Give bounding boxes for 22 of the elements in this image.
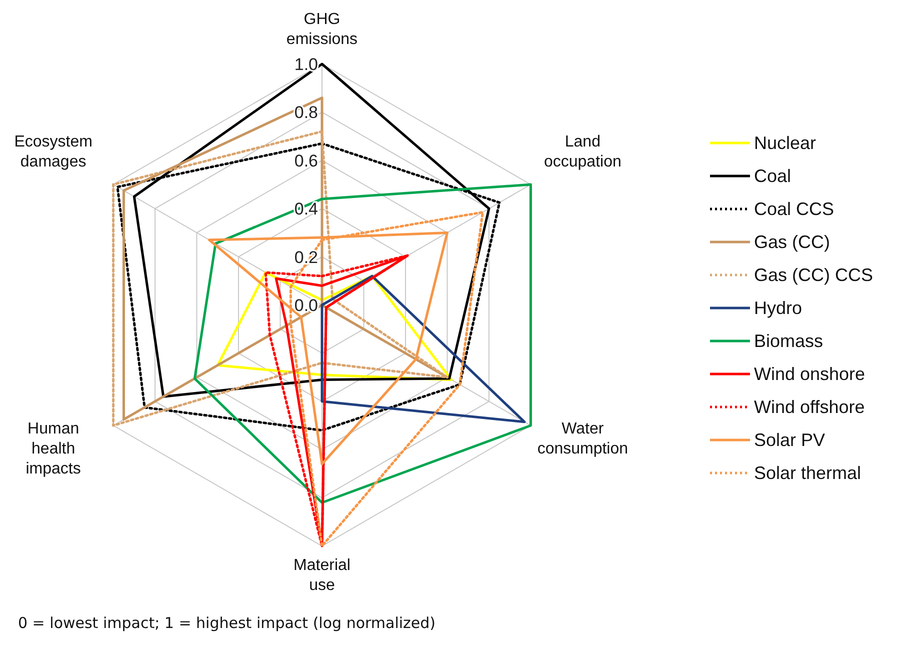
spoke-label: Human health impacts <box>26 420 81 478</box>
legend-label: Solar thermal <box>754 463 862 483</box>
legend-label: Biomass <box>754 331 824 351</box>
legend-label: Solar PV <box>754 430 826 450</box>
legend-label: Coal CCS <box>754 199 834 219</box>
legend-label: Gas (CC) <box>754 232 830 252</box>
spoke-label: Water consumption <box>537 420 628 458</box>
spoke-label: Land occupation <box>544 134 622 170</box>
legend-label: Wind onshore <box>754 364 866 384</box>
legend-label: Wind offshore <box>754 397 865 417</box>
y-tick-label: 1.0 <box>294 55 318 74</box>
legend-label: Nuclear <box>754 133 816 153</box>
spoke-label: Ecosystem damages <box>14 134 92 170</box>
legend-label: Coal <box>754 166 792 186</box>
y-tick-label: 0.8 <box>294 103 318 122</box>
y-tick-label: 0.0 <box>294 296 318 315</box>
spoke-label: GHG emissions <box>286 11 358 48</box>
legend-label: Gas (CC) CCS <box>754 265 874 285</box>
legend-label: Hydro <box>754 298 802 318</box>
spoke-label: Material use <box>294 557 350 594</box>
text: 0 = lowest impact; 1 = highest impact (log normalized) <box>18 614 436 632</box>
y-tick-label: 0.6 <box>294 151 318 170</box>
